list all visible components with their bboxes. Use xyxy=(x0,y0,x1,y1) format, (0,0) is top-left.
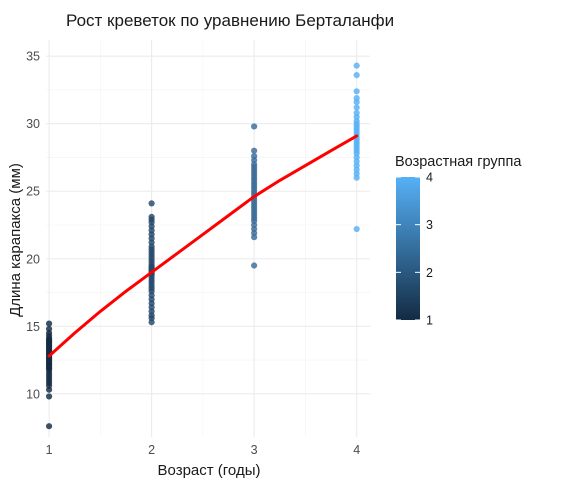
legend-tick-label: 2 xyxy=(426,266,433,280)
data-point xyxy=(353,99,360,106)
legend-tick-label: 4 xyxy=(426,171,433,185)
tick-labels: 1 2 3 4 10 15 20 25 30 35 xyxy=(26,50,360,457)
y-tick-label: 25 xyxy=(26,185,40,199)
y-tick-label: 15 xyxy=(26,320,40,334)
x-tick-label: 1 xyxy=(46,443,53,457)
legend-ticks: 1 2 3 4 xyxy=(396,171,433,328)
data-point xyxy=(251,147,258,154)
points-layer xyxy=(45,62,360,430)
y-tick-label: 10 xyxy=(26,387,40,401)
x-tick-label: 4 xyxy=(353,443,360,457)
data-point xyxy=(353,104,360,111)
y-tick-label: 30 xyxy=(26,117,40,131)
data-point xyxy=(353,225,360,233)
data-point xyxy=(353,174,360,181)
legend: Возрастная группа 1 2 3 4 xyxy=(395,154,522,328)
legend-title: Возрастная группа xyxy=(395,154,522,170)
x-axis-title: Возраст (годы) xyxy=(158,462,261,479)
chart-title: Рост креветок по уравнению Берталанфи xyxy=(66,11,394,30)
data-point xyxy=(353,72,360,79)
data-point xyxy=(251,262,258,269)
data-point xyxy=(45,386,53,393)
legend-tick-label: 1 xyxy=(426,314,433,328)
y-tick-label: 35 xyxy=(26,50,40,64)
data-point xyxy=(45,423,53,430)
data-point xyxy=(45,393,53,400)
data-point xyxy=(45,320,53,327)
data-point xyxy=(251,234,258,241)
data-point xyxy=(148,200,155,207)
data-point xyxy=(353,88,360,95)
y-axis-title: Длина карапакса (мм) xyxy=(7,163,24,317)
grid xyxy=(46,40,370,437)
data-point xyxy=(251,123,258,130)
x-tick-label: 2 xyxy=(148,443,155,457)
growth-curve xyxy=(47,134,359,358)
legend-colorbar xyxy=(396,177,420,320)
data-point xyxy=(148,319,155,326)
y-tick-label: 20 xyxy=(26,252,40,266)
data-point xyxy=(353,62,360,69)
trend-line-layer xyxy=(47,134,359,358)
x-tick-label: 3 xyxy=(251,443,258,457)
legend-tick-label: 3 xyxy=(426,218,433,232)
